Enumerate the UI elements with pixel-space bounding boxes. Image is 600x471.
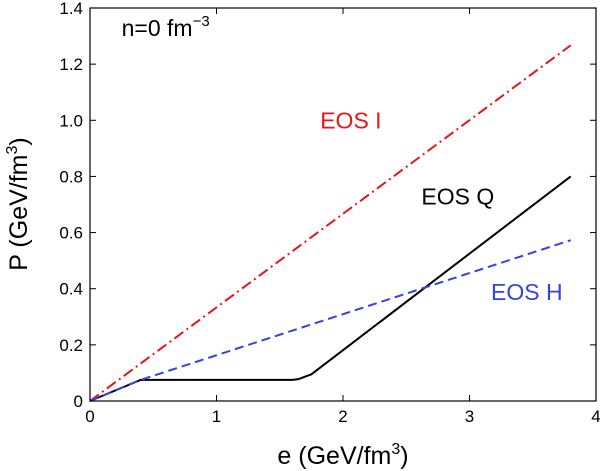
y-tick-label: 0.8 (59, 167, 83, 186)
y-tick-label: 0.6 (59, 224, 83, 243)
x-axis-label: e (GeV/fm3) (277, 441, 408, 470)
y-tick-label: 0.2 (59, 336, 83, 355)
eos-i-annotation: EOS I (320, 108, 381, 134)
series-layer (89, 44, 572, 402)
plot-frame (89, 7, 597, 402)
x-tick-label: 0 (85, 407, 94, 426)
y-tick-label: 0 (74, 392, 83, 411)
y-axis-label: P (GeV/fm3) (4, 137, 33, 270)
y-tick-label: 0.4 (59, 280, 83, 299)
y-tick-label: 1.0 (59, 111, 83, 130)
x-tick-label: 4 (591, 407, 600, 426)
y-tick-label: 1.4 (59, 0, 83, 18)
x-tick-label: 3 (465, 407, 474, 426)
density-annotation: n=0 fm−3 (122, 13, 210, 41)
y-tick-label: 1.2 (59, 55, 83, 74)
series-line-eos-h (89, 239, 572, 402)
series-line-eos-i (89, 44, 572, 402)
eos-q-annotation: EOS Q (421, 184, 494, 210)
x-tick-label: 1 (212, 407, 221, 426)
ticks-layer: 0 1 2 3 4 0 0.2 0.4 0.6 0.8 1.0 1.2 1.4 (59, 0, 600, 426)
x-tick-label: 2 (338, 407, 347, 426)
eos-h-annotation: EOS H (491, 279, 563, 305)
